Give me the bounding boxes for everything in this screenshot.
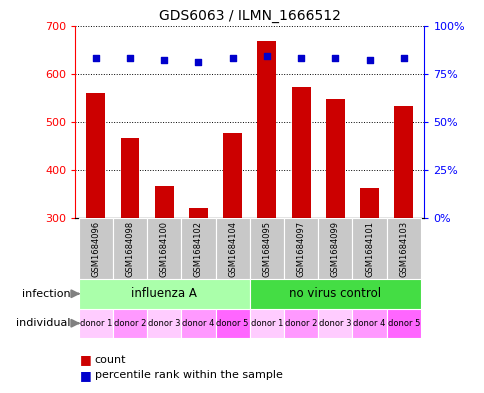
Bar [154, 186, 173, 218]
Bar [147, 309, 181, 338]
Bar [215, 309, 249, 338]
Text: GSM1684097: GSM1684097 [296, 221, 305, 277]
Bar [325, 99, 344, 218]
Point [297, 55, 304, 61]
Bar [113, 218, 147, 279]
Bar [393, 107, 412, 218]
Bar [78, 309, 113, 338]
Text: GSM1684096: GSM1684096 [91, 221, 100, 277]
Bar [181, 309, 215, 338]
Text: donor 5: donor 5 [387, 319, 419, 328]
Bar [78, 218, 113, 279]
Text: no virus control: no virus control [288, 287, 380, 300]
Bar [360, 188, 378, 218]
Text: GSM1684099: GSM1684099 [330, 221, 339, 277]
Text: ■: ■ [80, 353, 91, 366]
Point [126, 55, 134, 61]
Text: donor 4: donor 4 [353, 319, 385, 328]
Bar [249, 279, 420, 309]
Point [365, 57, 373, 63]
Point [91, 55, 99, 61]
Text: GSM1684103: GSM1684103 [398, 221, 408, 277]
Text: GSM1684102: GSM1684102 [194, 221, 202, 277]
Text: infection: infection [22, 289, 70, 299]
Bar [113, 309, 147, 338]
Bar [318, 309, 352, 338]
Point [262, 53, 270, 59]
Bar [78, 279, 249, 309]
Point [399, 55, 407, 61]
Point [331, 55, 338, 61]
Text: count: count [94, 354, 126, 365]
Point [194, 59, 202, 65]
Bar [352, 218, 386, 279]
Bar [223, 133, 242, 218]
Bar [249, 218, 284, 279]
Text: ■: ■ [80, 369, 91, 382]
Text: donor 2: donor 2 [285, 319, 317, 328]
Bar [352, 309, 386, 338]
Text: donor 3: donor 3 [318, 319, 351, 328]
Text: donor 5: donor 5 [216, 319, 248, 328]
Bar [284, 218, 318, 279]
Bar [318, 218, 352, 279]
Bar [386, 218, 420, 279]
Text: GSM1684100: GSM1684100 [159, 221, 168, 277]
Bar [284, 309, 318, 338]
Point [160, 57, 168, 63]
Text: donor 4: donor 4 [182, 319, 214, 328]
Bar [181, 218, 215, 279]
Text: donor 1: donor 1 [250, 319, 283, 328]
Text: influenza A: influenza A [131, 287, 197, 300]
Bar [257, 41, 276, 218]
Bar [249, 309, 284, 338]
Bar [86, 94, 105, 218]
Bar [189, 208, 208, 218]
Title: GDS6063 / ILMN_1666512: GDS6063 / ILMN_1666512 [158, 9, 340, 23]
Bar [121, 138, 139, 218]
Bar [147, 218, 181, 279]
Text: GSM1684098: GSM1684098 [125, 221, 134, 277]
Text: donor 1: donor 1 [79, 319, 112, 328]
Text: percentile rank within the sample: percentile rank within the sample [94, 370, 282, 380]
Text: donor 3: donor 3 [148, 319, 180, 328]
Text: donor 2: donor 2 [114, 319, 146, 328]
Bar [215, 218, 249, 279]
Bar [291, 87, 310, 218]
Text: GSM1684104: GSM1684104 [227, 221, 237, 277]
Text: GSM1684095: GSM1684095 [262, 221, 271, 277]
Point [228, 55, 236, 61]
Bar [386, 309, 420, 338]
Text: individual: individual [16, 318, 70, 328]
Text: GSM1684101: GSM1684101 [364, 221, 373, 277]
